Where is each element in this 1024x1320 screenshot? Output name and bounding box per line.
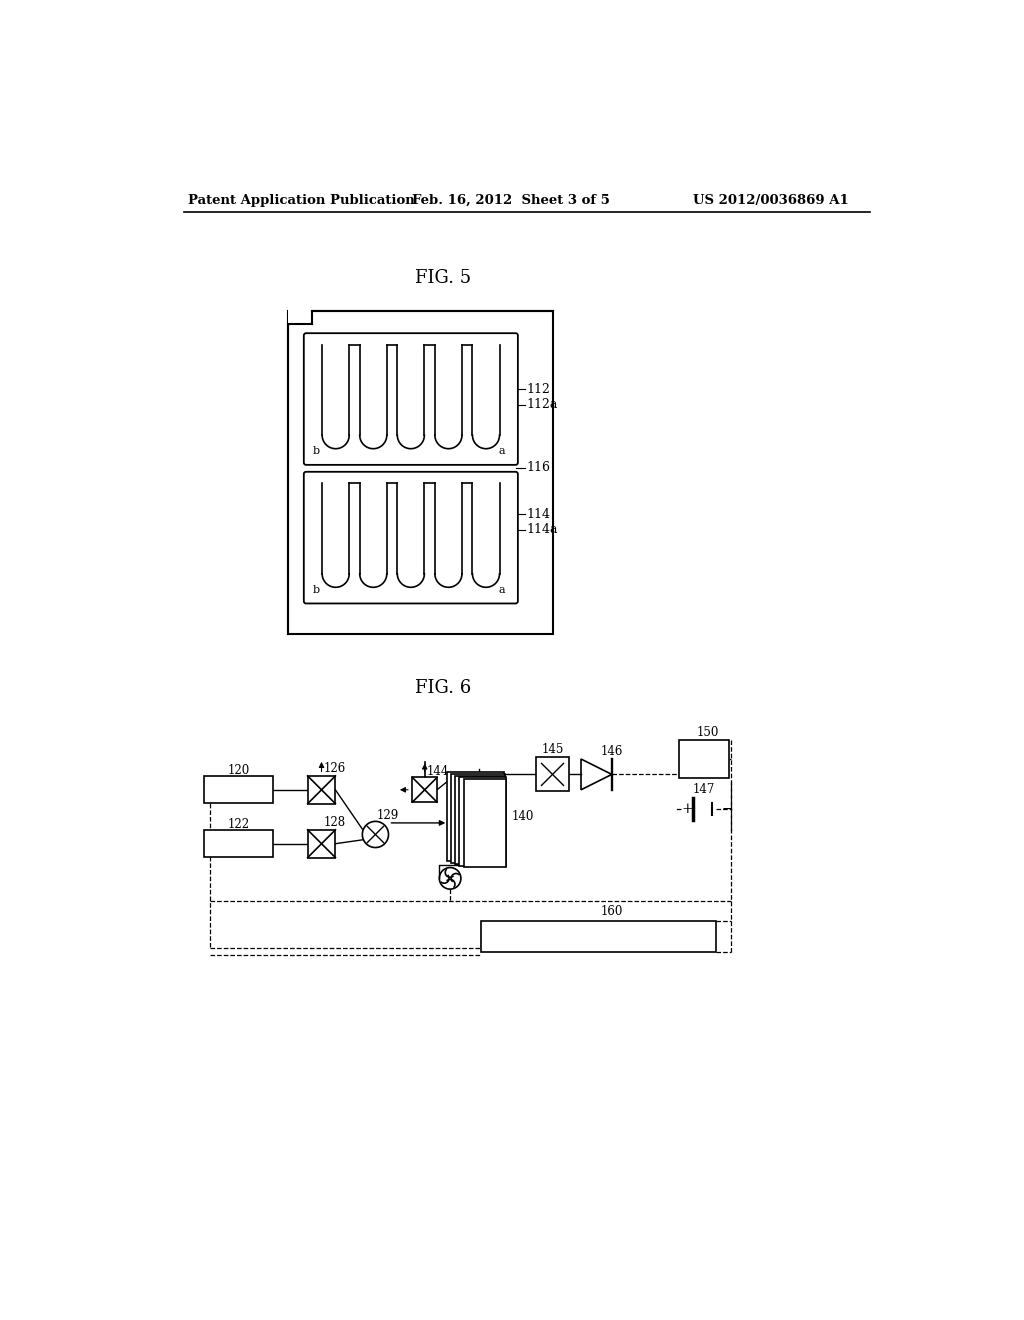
Text: 142: 142 — [453, 855, 475, 869]
Text: 126: 126 — [324, 762, 346, 775]
Text: 122: 122 — [227, 817, 250, 830]
Bar — [288, 309, 312, 323]
Bar — [307, 776, 336, 804]
Bar — [679, 739, 729, 779]
Bar — [536, 758, 569, 792]
Text: a: a — [499, 446, 505, 457]
Text: b: b — [312, 585, 319, 595]
Text: 114: 114 — [526, 508, 550, 520]
Bar — [464, 779, 506, 867]
Text: 129: 129 — [377, 809, 399, 822]
Text: 144: 144 — [426, 764, 449, 777]
Text: Feb. 16, 2012  Sheet 3 of 5: Feb. 16, 2012 Sheet 3 of 5 — [412, 194, 609, 207]
Text: 112: 112 — [526, 383, 550, 396]
Text: FIG. 5: FIG. 5 — [416, 269, 472, 286]
Text: US 2012/0036869 A1: US 2012/0036869 A1 — [692, 194, 849, 207]
Bar — [451, 774, 505, 862]
Text: 116: 116 — [526, 462, 550, 474]
Text: 120: 120 — [227, 764, 250, 776]
Text: 114a: 114a — [526, 523, 558, 536]
FancyBboxPatch shape — [304, 333, 518, 465]
Text: 147: 147 — [693, 783, 716, 796]
Bar — [307, 830, 336, 858]
Bar — [204, 776, 273, 804]
Text: 112a: 112a — [526, 399, 558, 412]
Text: a: a — [499, 585, 505, 595]
Text: 146: 146 — [600, 744, 623, 758]
Text: +: + — [681, 803, 692, 816]
Bar — [481, 921, 716, 952]
Text: FIG. 6: FIG. 6 — [416, 680, 472, 697]
Text: −: − — [721, 803, 733, 816]
Text: 128: 128 — [324, 816, 346, 829]
Text: 140: 140 — [512, 810, 535, 824]
Text: b: b — [312, 446, 319, 457]
Bar — [460, 777, 506, 866]
Text: 150: 150 — [697, 726, 719, 739]
Text: Patent Application Publication: Patent Application Publication — [188, 194, 415, 207]
Bar — [289, 312, 553, 635]
Bar — [204, 830, 273, 857]
FancyBboxPatch shape — [304, 471, 518, 603]
Bar — [446, 772, 505, 861]
Text: 145: 145 — [542, 743, 563, 756]
Bar — [413, 777, 437, 803]
Text: 160: 160 — [601, 906, 623, 917]
Bar — [455, 776, 505, 865]
